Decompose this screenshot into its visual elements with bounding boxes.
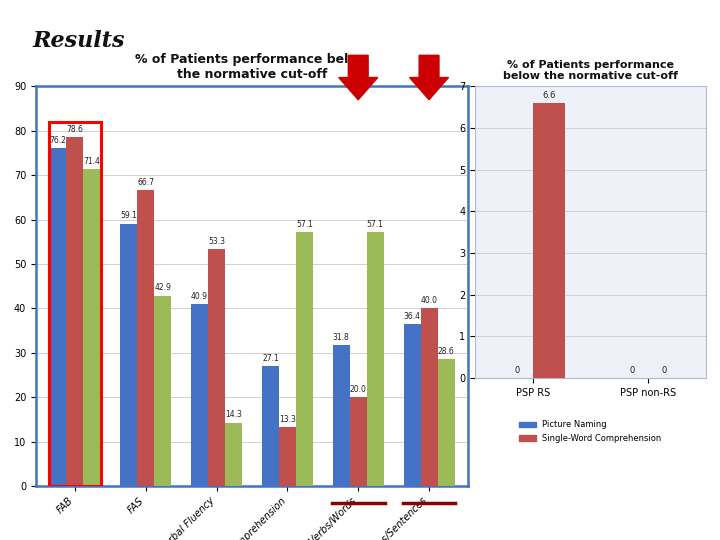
Text: 28.6: 28.6	[438, 347, 454, 356]
Bar	[420, 308, 438, 486]
Text: 66.7: 66.7	[138, 178, 154, 187]
Title: % of Patients performance
below the normative cut-off: % of Patients performance below the norm…	[503, 60, 678, 82]
Bar	[208, 249, 225, 486]
Bar	[350, 397, 366, 486]
Bar	[50, 147, 66, 486]
Text: 14.3: 14.3	[225, 410, 242, 420]
Text: 36.4: 36.4	[403, 312, 420, 321]
FancyArrow shape	[338, 55, 378, 100]
Bar	[438, 359, 454, 486]
Text: 0: 0	[514, 366, 519, 375]
Text: Results: Results	[32, 30, 125, 52]
Bar	[49, 122, 102, 486]
FancyArrow shape	[410, 55, 449, 100]
Text: 57.1: 57.1	[366, 220, 384, 230]
Bar	[279, 427, 296, 486]
Bar	[366, 233, 384, 486]
Text: 0: 0	[662, 366, 667, 375]
Text: 31.8: 31.8	[333, 333, 350, 342]
Text: 13.3: 13.3	[279, 415, 296, 424]
Text: 59.1: 59.1	[120, 212, 138, 220]
Bar	[66, 137, 84, 486]
Text: 57.1: 57.1	[296, 220, 313, 230]
Text: 40.9: 40.9	[191, 292, 208, 301]
Text: 42.9: 42.9	[154, 284, 171, 293]
Bar	[84, 169, 101, 486]
Text: 27.1: 27.1	[262, 354, 279, 362]
Text: 0: 0	[629, 366, 634, 375]
Bar	[296, 233, 313, 486]
Bar	[191, 305, 208, 486]
Bar	[120, 224, 138, 486]
Text: 20.0: 20.0	[350, 385, 366, 394]
Text: 78.6: 78.6	[66, 125, 84, 134]
Text: 53.3: 53.3	[208, 237, 225, 246]
Text: 76.2: 76.2	[50, 136, 66, 145]
Legend: Picture Naming, Single-Word Comprehension: Picture Naming, Single-Word Comprehensio…	[516, 417, 665, 446]
Bar	[154, 295, 171, 486]
Bar	[262, 366, 279, 486]
Bar	[333, 345, 350, 486]
Bar	[533, 103, 565, 378]
Bar	[225, 422, 242, 486]
Bar	[138, 190, 154, 486]
Text: 71.4: 71.4	[84, 157, 100, 166]
Bar	[403, 325, 420, 486]
Title: % of Patients performance below
the normative cut-off: % of Patients performance below the norm…	[135, 53, 369, 81]
Text: 6.6: 6.6	[542, 91, 556, 100]
Text: 40.0: 40.0	[420, 296, 438, 305]
